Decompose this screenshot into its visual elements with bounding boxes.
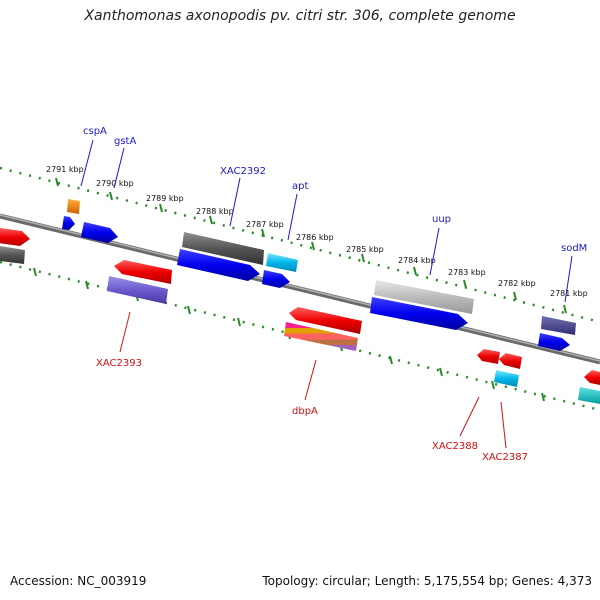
tick-label: 2788 kbp [196,207,234,216]
gene-label-forward: apt [292,181,308,192]
gene-label-reverse: dbpA [292,406,318,417]
reverse-labels: XAC2393 dbpA XAC2388 XAC2387 [96,358,528,463]
gene-feature [114,260,172,284]
tick-label: 2786 kbp [296,233,334,242]
tick-label: 2781 kbp [550,289,588,298]
tick-label: 2787 kbp [246,220,284,229]
tick-label: 2782 kbp [498,279,536,288]
outer-major-ticks [55,177,567,314]
gene-label-reverse: XAC2393 [96,358,142,369]
forward-labels: cspA gstA XAC2392 apt uup sodM [83,126,587,254]
gene-feature [266,253,298,272]
gene-feature [0,246,25,264]
gene-feature [0,228,30,246]
gene-label-forward: gstA [114,136,136,147]
tick-labels: 2791 kbp 2790 kbp 2789 kbp 2788 kbp 2787… [46,165,588,298]
gene-feature [182,232,264,265]
gene-feature [67,199,80,214]
gene-feature [499,353,522,369]
gene-feature [494,370,519,387]
gene-feature [477,349,500,364]
forward-features [0,199,576,351]
gene-label-forward: uup [432,214,451,225]
gene-label-reverse: XAC2388 [432,441,478,452]
map-title: Xanthomonas axonopodis pv. citri str. 30… [84,8,516,24]
gene-label-reverse: XAC2387 [482,452,528,463]
accession-text: Accession: NC_003919 [10,574,147,588]
gene-feature [107,276,168,304]
gene-feature [289,307,362,334]
topology-text: Topology: circular; Length: 5,175,554 bp… [262,574,592,588]
gene-label-forward: sodM [561,243,587,254]
forward-label-leaders [80,139,573,303]
gene-feature [584,370,600,385]
gene-feature [284,322,358,351]
gene-feature [370,297,468,330]
tick-label: 2785 kbp [346,245,384,254]
gene-feature [538,333,570,351]
gene-label-forward: cspA [83,126,107,137]
gene-label-forward: XAC2392 [220,166,266,177]
tick-label: 2783 kbp [448,268,486,277]
tick-label: 2784 kbp [398,256,436,265]
gene-feature [541,316,576,335]
gene-feature [81,222,118,243]
tick-label: 2789 kbp [146,194,184,203]
gene-feature [262,270,290,288]
reverse-label-leaders [119,311,507,449]
reverse-features [107,260,600,404]
gene-feature [578,387,600,404]
gene-feature [374,280,474,314]
gene-feature [62,216,75,230]
tick-label: 2791 kbp [46,165,84,174]
gene-feature [177,249,260,281]
